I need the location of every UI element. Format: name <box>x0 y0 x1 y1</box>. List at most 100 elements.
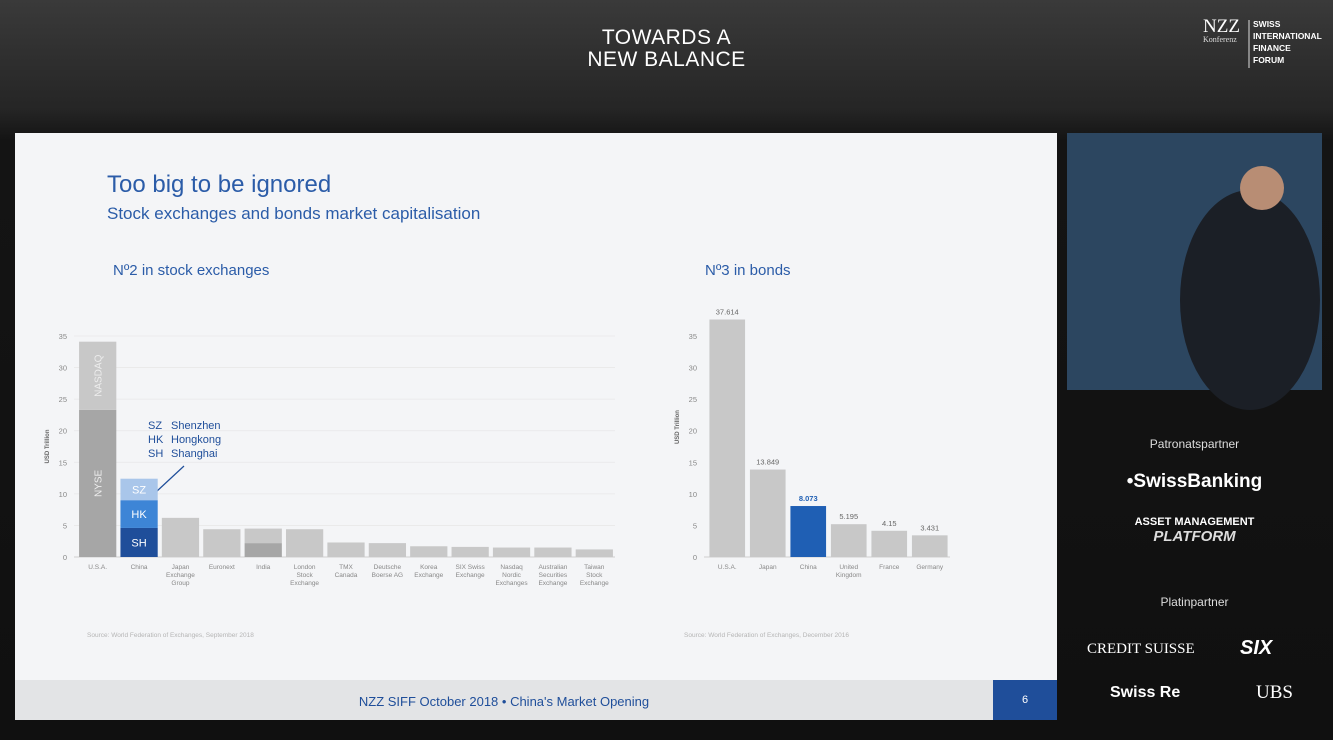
x-tick-label: Japan <box>758 564 777 571</box>
x-tick-label: Australian Securities Exchange <box>538 564 568 587</box>
forum-word: FORUM <box>1253 55 1285 65</box>
y-tick-label: 35 <box>689 332 697 341</box>
logo-sub: Konferenz <box>1203 35 1237 44</box>
value-label: 5.195 <box>839 512 858 521</box>
annotation-code: SH <box>148 448 164 460</box>
forum-word: SWISS <box>1253 19 1281 29</box>
y-axis-label: USD Trillion <box>45 429 51 463</box>
bar <box>709 319 746 557</box>
forum-word: FINANCE <box>1253 43 1291 53</box>
value-label: 13.849 <box>756 458 779 467</box>
chart-title: Nº3 in bonds <box>705 262 791 279</box>
annotation-name: Shanghai <box>171 448 218 460</box>
slide <box>15 133 1057 720</box>
segment-label: SH <box>131 537 146 549</box>
bar-segment <box>79 341 117 410</box>
bar <box>871 530 908 557</box>
bar-segment <box>79 409 117 557</box>
y-tick-label: 35 <box>59 332 67 341</box>
source: Source: World Federation of Exchanges, D… <box>684 632 849 639</box>
bar-segment <box>120 500 158 528</box>
y-tick-label: 20 <box>59 427 67 436</box>
forum-name: SWISS INTERNATIONAL FINANCE FORUM <box>1253 18 1322 66</box>
bar-segment <box>327 542 365 557</box>
footer: NZZ SIFF October 2018 • China's Market O… <box>358 694 650 709</box>
x-tick-label: TMX Canada <box>334 564 358 579</box>
annotation-pointer <box>155 465 185 493</box>
y-tick-label: 25 <box>689 395 697 404</box>
x-tick-label: India <box>256 564 271 571</box>
value-label: 37.614 <box>716 307 739 316</box>
bar-segment <box>120 527 158 557</box>
annotation-name: Hongkong <box>171 434 222 446</box>
x-tick-label: SIX Swiss Exchange <box>455 564 485 579</box>
event-title: TOWARDS A NEW BALANCE <box>0 27 1333 71</box>
sponsor: UBS <box>1256 682 1293 703</box>
y-tick-label: 15 <box>59 458 67 467</box>
page-number: 6 <box>1021 694 1029 706</box>
x-tick-label: United Kingdom <box>835 564 862 579</box>
y-tick-label: 0 <box>693 553 697 562</box>
bar-segment <box>575 549 613 557</box>
annotation-name: Shenzhen <box>171 420 221 432</box>
y-tick-label: 30 <box>59 364 67 373</box>
sponsor: Swiss Re <box>1110 684 1181 701</box>
segment-label: HK <box>131 509 147 521</box>
bar <box>790 506 827 557</box>
bar-segment <box>203 529 241 557</box>
bar-segment <box>244 543 282 557</box>
y-axis-label: USD Trillion <box>675 410 681 444</box>
y-tick-label: 10 <box>59 490 67 499</box>
bar-segment <box>161 517 200 557</box>
bar <box>911 535 948 557</box>
speaker <box>1180 190 1320 410</box>
bar-segment <box>244 528 282 544</box>
event-title-line: NEW BALANCE <box>587 48 746 71</box>
segment-label: NASDAQ <box>94 354 105 396</box>
bar-segment <box>120 478 158 501</box>
bar-segment <box>285 529 324 557</box>
speaker-head <box>1240 166 1284 210</box>
x-tick-label: Euronext <box>208 564 235 571</box>
y-tick-label: 15 <box>689 458 697 467</box>
sponsor-heading: Patronatspartner <box>1149 437 1240 451</box>
x-tick-label: Taiwan Stock Exchange <box>579 564 609 587</box>
y-tick-label: 5 <box>693 521 697 530</box>
x-tick-label: U.S.A. <box>717 564 737 571</box>
logo: NZZ <box>1203 16 1240 37</box>
y-tick-label: 20 <box>689 427 697 436</box>
y-tick-label: 0 <box>63 553 67 562</box>
slide-title: Too big to be ignored <box>107 171 332 198</box>
x-tick-label: U.S.A. <box>88 564 108 571</box>
y-tick-label: 10 <box>689 490 697 499</box>
x-tick-label: London Stock Exchange <box>290 564 320 587</box>
source: Source: World Federation of Exchanges, S… <box>87 632 254 639</box>
bar-segment <box>451 546 489 557</box>
bar-segment <box>410 546 448 557</box>
page-box <box>993 680 1057 720</box>
y-tick-label: 25 <box>59 395 67 404</box>
y-tick-label: 5 <box>63 521 67 530</box>
sponsor: CREDIT SUISSE <box>1087 641 1195 657</box>
slide-subtitle: Stock exchanges and bonds market capital… <box>107 204 481 223</box>
y-tick-label: 30 <box>689 364 697 373</box>
sponsor: •SwissBanking <box>1126 471 1263 492</box>
x-tick-label: Nasdaq Nordic Exchanges <box>495 564 528 587</box>
annotation-code: HK <box>148 434 164 446</box>
event-title-line: TOWARDS A <box>601 26 732 49</box>
x-tick-label: China <box>130 564 148 571</box>
x-tick-label: Japan Exchange Group <box>165 564 195 587</box>
bar <box>749 469 786 557</box>
segment-label: NYSE <box>94 469 105 497</box>
bar <box>830 524 867 557</box>
sponsor: PLATFORM <box>1153 528 1236 545</box>
value-label: 4.15 <box>882 519 897 528</box>
annotation-code: SZ <box>148 420 163 432</box>
x-tick-label: China <box>799 564 817 571</box>
x-tick-label: Deutsche Boerse AG <box>371 564 404 579</box>
segment-label: SZ <box>132 484 146 496</box>
x-tick-label: Korea Exchange <box>414 564 444 579</box>
chart-title: Nº2 in stock exchanges <box>113 262 270 279</box>
